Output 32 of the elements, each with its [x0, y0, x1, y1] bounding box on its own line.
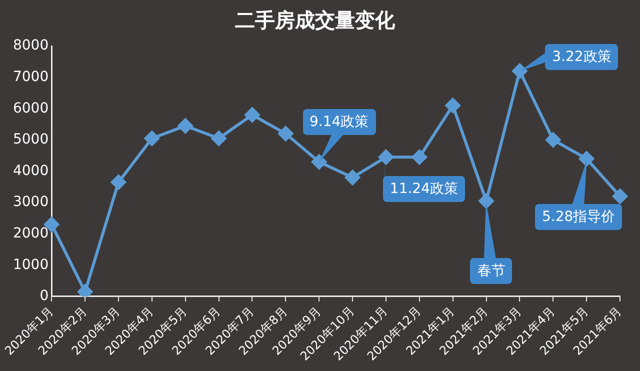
y-tick-label: 4000	[12, 162, 49, 179]
point	[512, 64, 528, 79]
point	[78, 284, 93, 296]
point	[244, 107, 260, 122]
annotation: 5.28指导价	[534, 204, 622, 230]
point	[144, 130, 160, 146]
point	[345, 170, 360, 185]
annotation: 9.14政策	[302, 108, 376, 135]
y-tick-label: 8000	[12, 38, 49, 54]
point	[412, 150, 427, 165]
y-tick-label: 7000	[12, 68, 49, 85]
point	[478, 193, 494, 208]
point	[546, 132, 561, 148]
point	[278, 126, 294, 142]
y-tick-label: 1000	[12, 256, 49, 273]
point	[445, 98, 460, 113]
y-tick-label: 2000	[12, 225, 49, 242]
annotation: 3.22政策	[545, 44, 618, 70]
y-tick-label: 3000	[12, 194, 49, 210]
annotation: 春节	[470, 258, 512, 284]
y-tick-label: 5000	[12, 132, 49, 148]
point	[312, 154, 327, 170]
chart-title: 二手房成交量变化	[235, 8, 396, 32]
point	[110, 174, 126, 190]
y-tick-label: 0	[40, 288, 49, 304]
point	[378, 150, 394, 165]
point	[211, 130, 226, 146]
y-tick-label: 6000	[12, 100, 49, 116]
point	[612, 188, 628, 204]
point	[579, 151, 594, 166]
point	[178, 118, 193, 134]
annotation: 11.24政策	[382, 176, 465, 202]
